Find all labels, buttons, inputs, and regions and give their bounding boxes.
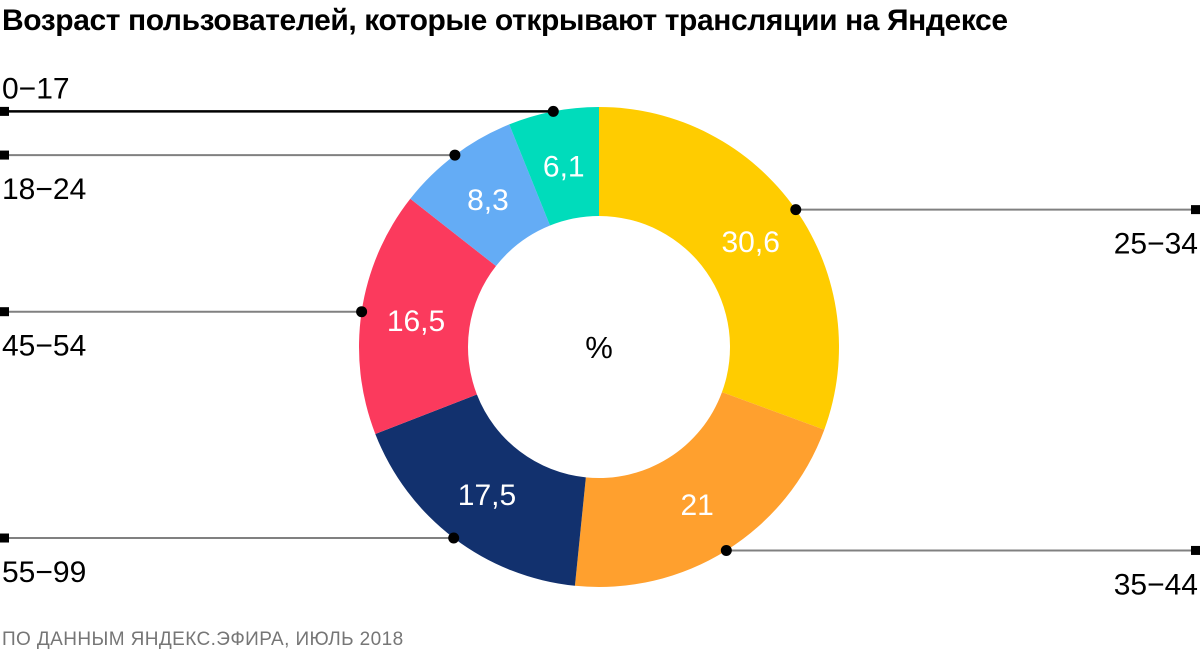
leader-endcap-45−54 xyxy=(0,307,9,317)
slice-45−54 xyxy=(359,198,496,434)
leader-endcap-25−34 xyxy=(1191,205,1200,215)
leader-dot-18−24 xyxy=(449,149,461,161)
category-label-45−54: 45−54 xyxy=(2,330,86,363)
source-note: ПО ДАННЫМ ЯНДЕКС.ЭФИРА, ИЮЛЬ 2018 xyxy=(2,629,404,650)
slice-35−44 xyxy=(574,392,825,587)
category-label-18−24: 18−24 xyxy=(2,173,86,206)
leader-dot-45−54 xyxy=(356,306,368,318)
value-label-45−54: 16,5 xyxy=(387,305,445,338)
value-label-25−34: 30,6 xyxy=(721,226,779,259)
category-label-25−34: 25−34 xyxy=(1114,228,1198,261)
slice-25−34 xyxy=(599,107,839,430)
leader-dot-35−44 xyxy=(720,544,732,556)
leader-endcap-18−24 xyxy=(0,150,9,160)
value-label-18−24: 8,3 xyxy=(467,184,509,217)
value-label-55−99: 17,5 xyxy=(458,479,516,512)
slice-0−17 xyxy=(509,107,599,226)
leader-endcap-0−17 xyxy=(0,106,9,116)
category-label-35−44: 35−44 xyxy=(1114,568,1198,601)
chart-title: Возраст пользователей, которые открывают… xyxy=(2,4,1008,37)
category-label-55−99: 55−99 xyxy=(2,556,86,589)
value-label-0−17: 6,1 xyxy=(543,150,585,183)
center-unit-label: % xyxy=(585,330,613,365)
slice-55−99 xyxy=(375,394,586,586)
leader-dot-55−99 xyxy=(448,532,460,544)
category-label-0−17: 0−17 xyxy=(2,72,70,105)
leader-dot-0−17 xyxy=(547,105,559,117)
leader-endcap-35−44 xyxy=(1191,545,1200,555)
leader-dot-25−34 xyxy=(790,204,802,216)
leader-endcap-55−99 xyxy=(0,533,9,543)
slice-18−24 xyxy=(410,124,551,267)
value-label-35−44: 21 xyxy=(680,489,713,522)
